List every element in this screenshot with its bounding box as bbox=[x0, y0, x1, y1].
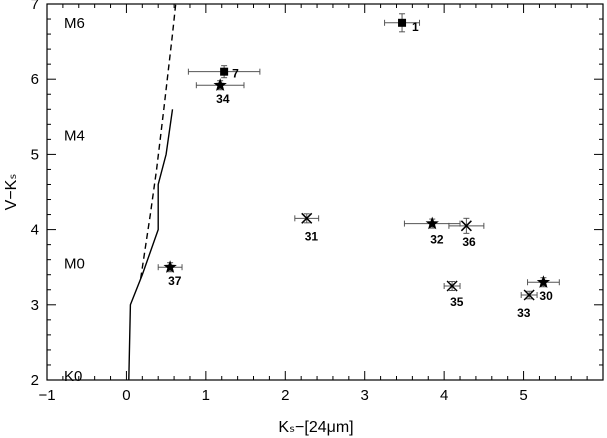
spectral-class-label: M4 bbox=[64, 128, 85, 145]
x-tick-label: 1 bbox=[202, 387, 210, 404]
point-label-30: 30 bbox=[539, 289, 553, 303]
x-tick-label: 3 bbox=[361, 387, 369, 404]
data-point-1 bbox=[384, 13, 421, 33]
y-tick-label: 7 bbox=[31, 0, 39, 13]
y-tick-label: 6 bbox=[31, 71, 39, 88]
point-label-32: 32 bbox=[430, 233, 444, 247]
cross-marker bbox=[460, 220, 472, 232]
spectral-class-label: M0 bbox=[64, 255, 85, 272]
y-tick-label: 4 bbox=[31, 222, 39, 239]
point-label-37: 37 bbox=[168, 274, 182, 288]
plot-border bbox=[46, 3, 604, 381]
data-point-37 bbox=[157, 260, 183, 273]
labels: 1 734 31 32 36 37 35 30 33 bbox=[168, 20, 553, 320]
star-marker bbox=[213, 78, 227, 91]
point-label-36: 36 bbox=[462, 235, 476, 249]
cross-marker bbox=[301, 212, 313, 224]
point-label-7: 7 bbox=[232, 67, 239, 81]
data-point-33 bbox=[520, 289, 538, 301]
y-tick-label: 3 bbox=[31, 297, 39, 314]
cross-marker bbox=[523, 289, 535, 301]
data-point-34 bbox=[195, 78, 245, 91]
data-point-35 bbox=[443, 280, 461, 292]
star-marker bbox=[163, 260, 177, 273]
data-points bbox=[157, 13, 560, 301]
data-point-31 bbox=[294, 212, 320, 224]
square-marker bbox=[220, 67, 229, 76]
spectral-class-label: K0 bbox=[64, 368, 82, 385]
point-label-34: 34 bbox=[216, 92, 230, 106]
spectral-class-label: M6 bbox=[64, 15, 85, 32]
x-tick-label: 2 bbox=[281, 387, 289, 404]
square-marker bbox=[398, 18, 407, 27]
data-point-7 bbox=[187, 65, 261, 79]
y-tick-label: 5 bbox=[31, 146, 39, 163]
dashed-locus-line bbox=[140, 3, 177, 279]
point-label-35: 35 bbox=[450, 295, 464, 309]
x-axis-label: Kₛ−[24μm] bbox=[278, 419, 353, 436]
y-tick-label: 2 bbox=[31, 372, 39, 389]
y-axis-label: V−Kₛ bbox=[3, 174, 20, 211]
x-tick-label: 5 bbox=[519, 387, 527, 404]
solid-locus-line bbox=[128, 109, 174, 381]
data-point-32 bbox=[403, 216, 461, 230]
star-marker bbox=[425, 216, 439, 230]
data-point-30 bbox=[527, 275, 560, 288]
data-point-36 bbox=[448, 217, 485, 234]
point-label-33: 33 bbox=[517, 306, 531, 320]
point-label-1: 1 bbox=[412, 20, 419, 34]
x-tick-label: 0 bbox=[122, 387, 130, 404]
x-tick-label: −1 bbox=[38, 387, 55, 404]
x-tick-label: 4 bbox=[440, 387, 448, 404]
cross-marker bbox=[446, 280, 458, 292]
star-marker bbox=[536, 275, 551, 288]
point-label-31: 31 bbox=[305, 229, 319, 243]
model-lines bbox=[128, 3, 177, 381]
